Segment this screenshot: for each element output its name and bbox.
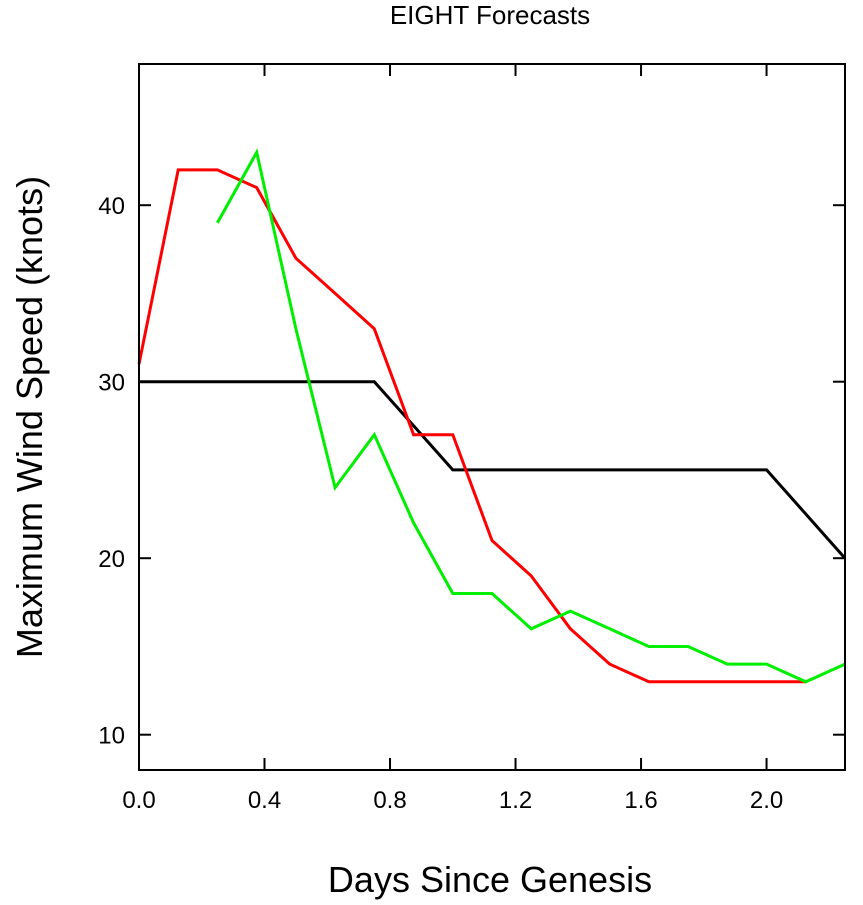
y-axis-title: Maximum Wind Speed (knots) (9, 176, 50, 658)
series-line-3 (216, 148, 846, 684)
x-tick-label: 0.4 (248, 787, 281, 814)
tick-labels: 0.0 0.4 0.8 1.2 1.6 2.0 10 20 30 40 (98, 193, 783, 814)
x-tick-label: 0.0 (122, 787, 155, 814)
series-lines (137, 148, 847, 684)
axis-ticks (138, 64, 845, 770)
plot-frame (138, 63, 846, 771)
series-line-2 (137, 168, 806, 684)
y-tick-label: 30 (98, 370, 125, 397)
x-tick-label: 2.0 (750, 787, 783, 814)
x-tick-label: 0.8 (373, 787, 406, 814)
y-tick-label: 20 (98, 546, 125, 573)
y-tick-label: 40 (98, 193, 125, 220)
x-tick-label: 1.2 (499, 787, 532, 814)
y-tick-label: 10 (98, 723, 125, 750)
series-line-1 (139, 380, 847, 560)
x-axis-title: Days Since Genesis (328, 859, 652, 900)
x-tick-label: 1.6 (624, 787, 657, 814)
chart-title: EIGHT Forecasts (390, 0, 590, 30)
